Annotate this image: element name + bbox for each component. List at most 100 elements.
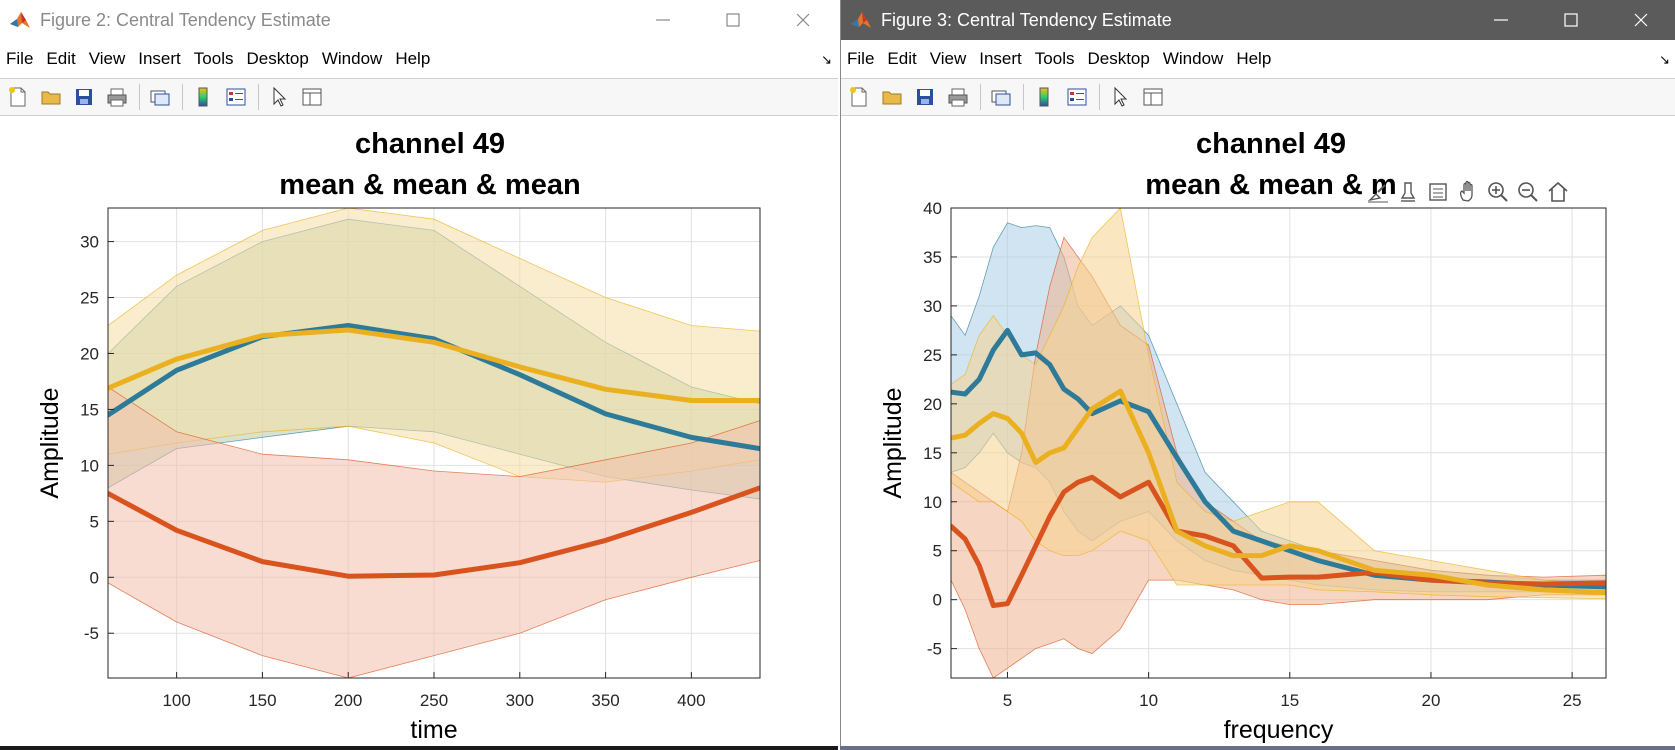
maximize-button[interactable] [1536,0,1606,40]
save-button[interactable] [70,83,98,111]
menu-window[interactable]: Window [321,49,383,68]
dock-arrow-icon[interactable]: ↘ [1659,52,1670,67]
menu-insert[interactable]: Insert [979,49,1022,68]
y-tick-label: 0 [90,568,99,587]
toolbar-separator [182,84,183,110]
new-figure-button[interactable] [4,83,32,111]
window-title: Figure 2: Central Tendency Estimate [40,9,331,30]
y-tick-label: 15 [923,444,942,463]
x-tick-label: 400 [677,691,705,710]
edit-plot-button[interactable] [265,83,293,111]
y-tick-label: 25 [80,289,99,308]
menu-tools[interactable]: Tools [193,49,234,68]
menu-desktop[interactable]: Desktop [246,49,309,68]
property-editor-icon [1143,88,1163,106]
save-icon [76,89,92,105]
colorbar-icon [198,87,208,107]
new-file-icon [9,87,26,107]
property-editor-button[interactable] [1139,83,1167,111]
link-plot-icon [991,90,1011,106]
save-button[interactable] [911,83,939,111]
y-tick-label: 5 [90,512,99,531]
maximize-button[interactable] [698,0,768,40]
confidence-band [108,386,760,678]
menu-edit[interactable]: Edit [46,49,76,68]
matlab-logo-icon [851,12,871,28]
open-file-button[interactable] [878,83,906,111]
x-axis-label: time [410,716,457,744]
y-tick-label: 5 [933,542,942,561]
x-tick-label: 20 [1421,691,1440,710]
menu-desktop[interactable]: Desktop [1087,49,1150,68]
series-line [951,388,1606,596]
menu-insert[interactable]: Insert [138,49,181,68]
matlab-logo-icon [10,12,30,28]
colorbar-button[interactable] [1030,83,1058,111]
x-tick-label: 15 [1280,691,1299,710]
legend-button[interactable] [1063,83,1091,111]
toolbar-separator [258,84,259,110]
property-editor-icon [302,88,322,106]
minimize-button[interactable] [628,0,698,40]
link-plot-button[interactable] [146,83,174,111]
property-editor-button[interactable] [298,83,326,111]
save-icon [917,89,933,105]
menu-help[interactable]: Help [395,49,431,68]
pan-hand-icon[interactable] [1459,180,1473,202]
print-button[interactable] [103,83,131,111]
menu-window[interactable]: Window [1162,49,1224,68]
printer-icon [948,88,968,107]
x-tick-label: 10 [1139,691,1158,710]
toolbar-separator [980,84,981,110]
close-button[interactable] [768,0,838,40]
figure-3-plot[interactable]: 5 10 15 20 25 -5 0 5 10 15 20 25 30 35 40 frequency Ampl… [841,115,1675,750]
y-tick-label: 30 [923,297,942,316]
chart-subtitle: mean & mean & m [1145,169,1396,201]
figure-2-plot[interactable]: 100 150 200 250 300 350 400 -5 0 5 10 15 20 25 30 time A… [0,115,838,750]
x-tick-label: 25 [1563,691,1582,710]
menu-help[interactable]: Help [1236,49,1272,68]
export-icon[interactable] [1429,183,1447,201]
print-button[interactable] [944,83,972,111]
legend-button[interactable] [222,83,250,111]
y-tick-label: 35 [923,248,942,267]
zoom-out-icon[interactable] [1518,182,1538,202]
legend-icon [1067,88,1087,106]
title-bar: Figure 3: Central Tendency Estimate [841,0,1675,40]
dock-arrow-icon[interactable]: ↘ [821,52,832,67]
menu-file[interactable]: File [6,49,34,68]
y-tick-label: -5 [84,624,99,643]
open-file-button[interactable] [37,83,65,111]
menu-edit[interactable]: Edit [887,49,917,68]
edit-plot-button[interactable] [1106,83,1134,111]
x-tick-label: 200 [334,691,362,710]
close-button[interactable] [1606,0,1675,40]
minimize-icon [1494,19,1508,21]
toolbar-separator [139,84,140,110]
minimize-button[interactable] [1466,0,1536,40]
link-plot-button[interactable] [987,83,1015,111]
zoom-in-icon[interactable] [1488,182,1508,202]
home-icon[interactable] [1548,181,1568,202]
brush-icon[interactable] [1367,184,1388,203]
x-tick-label: 300 [506,691,534,710]
menu-tools[interactable]: Tools [1034,49,1075,68]
chart-subtitle: mean & mean & mean [279,169,580,201]
data-tips-icon[interactable] [1400,182,1416,202]
confidence-band [108,208,760,483]
colorbar-button[interactable] [189,83,217,111]
menu-view[interactable]: View [929,49,967,68]
folder-icon [882,91,902,105]
maximize-icon [1564,13,1578,27]
menu-bar: File Edit View Insert Tools Desktop Wind… [0,40,838,78]
x-axis-label: frequency [1224,716,1334,744]
legend-icon [226,88,246,106]
toolbar-separator [1023,84,1024,110]
plot-area [108,208,760,678]
menu-view[interactable]: View [88,49,126,68]
y-tick-label: 40 [923,199,942,218]
y-tick-label: 20 [923,395,942,414]
menu-file[interactable]: File [847,49,875,68]
y-tick-label: 25 [923,346,942,365]
new-figure-button[interactable] [845,83,873,111]
